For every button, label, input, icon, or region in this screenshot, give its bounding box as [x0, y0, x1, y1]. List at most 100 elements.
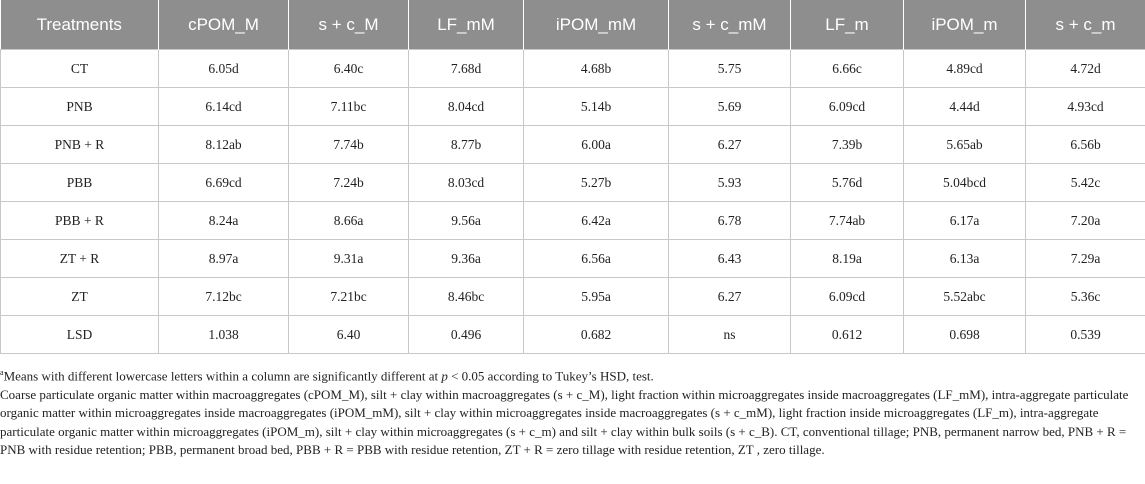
cell: 7.20a [1025, 201, 1145, 240]
cell: ns [668, 315, 791, 354]
cell: 0.682 [523, 315, 669, 354]
table-row: LSD 1.038 6.40 0.496 0.682 ns 0.612 0.698 0.539 [0, 315, 1145, 354]
cell: 6.42a [523, 201, 669, 240]
cell: 5.36c [1025, 277, 1145, 316]
cell: 8.12ab [158, 125, 289, 164]
cell: 6.78 [668, 201, 791, 240]
cell: 0.612 [790, 315, 904, 354]
cell: 6.14cd [158, 87, 289, 126]
row-label: CT [0, 49, 159, 88]
cell: 7.68d [408, 49, 524, 88]
table-body: CT 6.05d 6.40c 7.68d 4.68b 5.75 6.66c 4.89cd 4.7… [0, 49, 1145, 354]
cell: 6.66c [790, 49, 904, 88]
cell: 7.12bc [158, 277, 289, 316]
cell: 6.56b [1025, 125, 1145, 164]
data-table: Treatments cPOM_M s + c_M LF_mM iPOM_mM s + c… [0, 0, 1145, 354]
cell: 8.46bc [408, 277, 524, 316]
cell: 7.21bc [288, 277, 409, 316]
cell: 5.93 [668, 163, 791, 202]
cell: 6.40 [288, 315, 409, 354]
cell: 7.39b [790, 125, 904, 164]
cell: 7.11bc [288, 87, 409, 126]
cell: 5.04bcd [903, 163, 1026, 202]
cell: 6.40c [288, 49, 409, 88]
cell: 6.05d [158, 49, 289, 88]
cell: 4.44d [903, 87, 1026, 126]
cell: 8.97a [158, 239, 289, 278]
row-label: LSD [0, 315, 159, 354]
cell: 9.56a [408, 201, 524, 240]
cell: 7.29a [1025, 239, 1145, 278]
cell: 7.74ab [790, 201, 904, 240]
row-label: PBB [0, 163, 159, 202]
footnote: aMeans with different lowercase letters … [0, 364, 1139, 386]
footnote-italic: p [441, 368, 448, 384]
cell: 5.69 [668, 87, 791, 126]
cell: 6.27 [668, 277, 791, 316]
cell: 8.66a [288, 201, 409, 240]
cell: 6.09cd [790, 277, 904, 316]
cell: 8.24a [158, 201, 289, 240]
footnote-text: < 0.05 according to Tukey’s HSD, test. [447, 368, 654, 384]
cell: 5.14b [523, 87, 669, 126]
cell: 1.038 [158, 315, 289, 354]
table-row: ZT + R 8.97a 9.31a 9.36a 6.56a 6.43 8.19a 6.13a… [0, 239, 1145, 278]
cell: 4.93cd [1025, 87, 1145, 126]
table-row: PNB 6.14cd 7.11bc 8.04cd 5.14b 5.69 6.09cd 4.44… [0, 87, 1145, 126]
cell: 6.56a [523, 239, 669, 278]
cell: 5.65ab [903, 125, 1026, 164]
cell: 9.36a [408, 239, 524, 278]
cell: 6.13a [903, 239, 1026, 278]
row-label: ZT [0, 277, 159, 316]
column-header: iPOM_mM [523, 0, 669, 50]
cell: 9.31a [288, 239, 409, 278]
cell: 5.27b [523, 163, 669, 202]
cell: 5.76d [790, 163, 904, 202]
cell: 5.75 [668, 49, 791, 88]
footnote: Coarse particulate organic matter within… [0, 386, 1129, 458]
table-row: PNB + R 8.12ab 7.74b 8.77b 6.00a 6.27 7.39b 5.6… [0, 125, 1145, 164]
table-row: PBB + R 8.24a 8.66a 9.56a 6.42a 6.78 7.74ab 6.1… [0, 201, 1145, 240]
cell: 0.496 [408, 315, 524, 354]
cell: 8.03cd [408, 163, 524, 202]
cell: 4.89cd [903, 49, 1026, 88]
row-label: ZT + R [0, 239, 159, 278]
cell: 5.42c [1025, 163, 1145, 202]
row-label: PNB + R [0, 125, 159, 164]
column-header: iPOM_m [903, 0, 1026, 50]
cell: 6.43 [668, 239, 791, 278]
footnotes: aMeans with different lowercase letters … [0, 354, 1145, 460]
cell: 6.27 [668, 125, 791, 164]
table-row: PBB 6.69cd 7.24b 8.03cd 5.27b 5.93 5.76d 5.04bc… [0, 163, 1145, 202]
table-row: ZT 7.12bc 7.21bc 8.46bc 5.95a 6.27 6.09cd 5.52a… [0, 277, 1145, 316]
cell: 7.24b [288, 163, 409, 202]
column-header: Treatments [0, 0, 159, 50]
cell: 6.69cd [158, 163, 289, 202]
footnote-text: Means with different lowercase letters w… [3, 368, 442, 384]
footnote-marker: a [0, 368, 4, 377]
cell: 6.09cd [790, 87, 904, 126]
cell: 8.04cd [408, 87, 524, 126]
cell: 5.52abc [903, 277, 1026, 316]
row-label: PBB + R [0, 201, 159, 240]
cell: 8.77b [408, 125, 524, 164]
column-header: LF_mM [408, 0, 524, 50]
cell: 0.539 [1025, 315, 1145, 354]
cell: 0.698 [903, 315, 1026, 354]
header-row: Treatments cPOM_M s + c_M LF_mM iPOM_mM s + c… [0, 0, 1145, 50]
cell: 8.19a [790, 239, 904, 278]
column-header: LF_m [790, 0, 904, 50]
cell: 4.72d [1025, 49, 1145, 88]
cell: 5.95a [523, 277, 669, 316]
table-row: CT 6.05d 6.40c 7.68d 4.68b 5.75 6.66c 4.89cd 4.7… [0, 49, 1145, 88]
row-label: PNB [0, 87, 159, 126]
cell: 6.17a [903, 201, 1026, 240]
column-header: s + c_m [1025, 0, 1145, 50]
column-header: cPOM_M [158, 0, 289, 50]
cell: 7.74b [288, 125, 409, 164]
column-header: s + c_mM [668, 0, 791, 50]
column-header: s + c_M [288, 0, 409, 50]
cell: 6.00a [523, 125, 669, 164]
cell: 4.68b [523, 49, 669, 88]
